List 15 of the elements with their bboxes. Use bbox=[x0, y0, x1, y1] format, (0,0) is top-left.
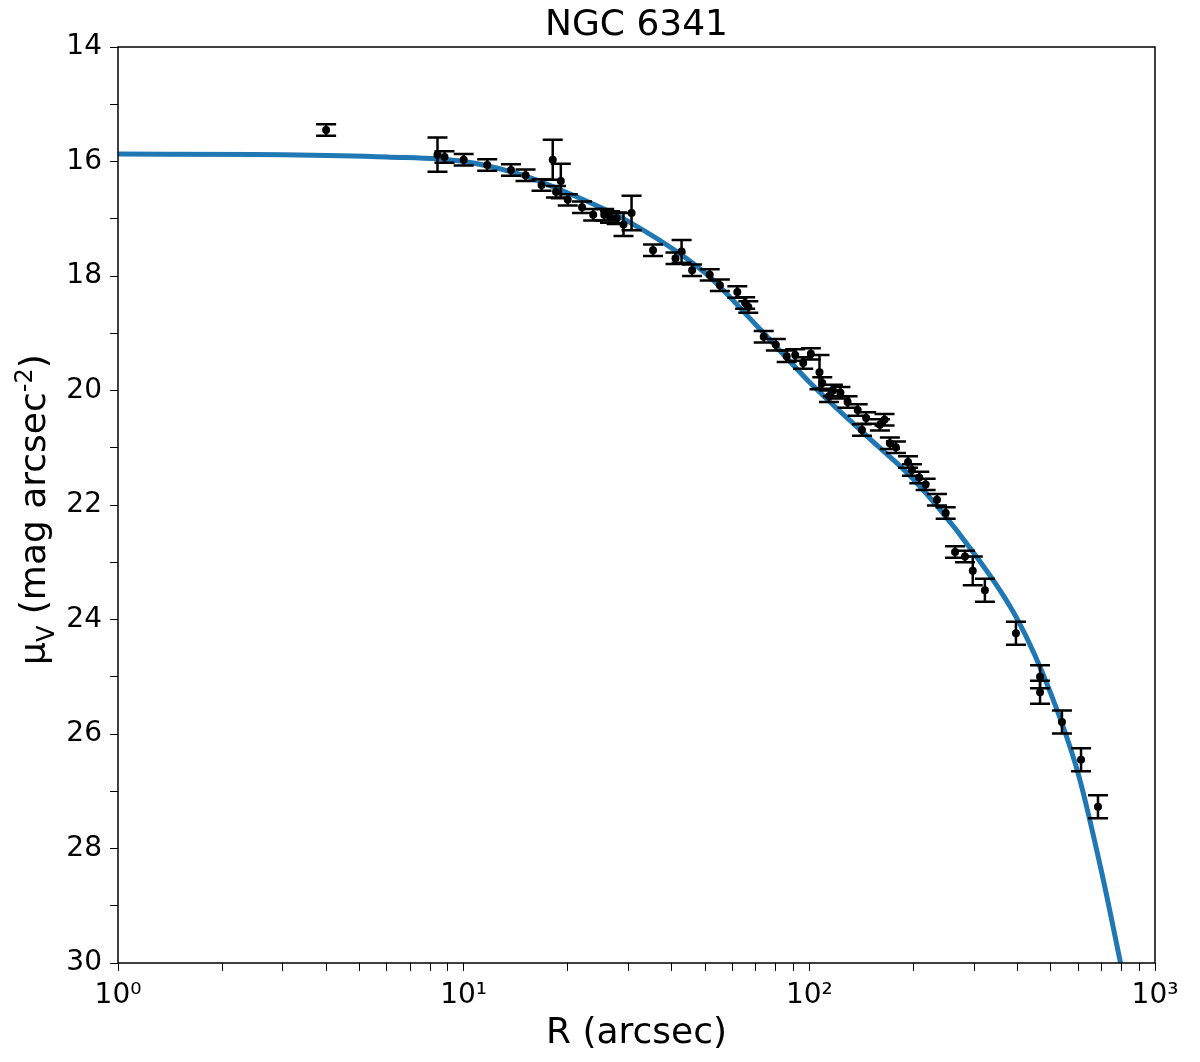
x-tick-label: 10² bbox=[785, 977, 833, 1011]
y-tick-label: 22 bbox=[66, 486, 102, 520]
y-tick-label: 28 bbox=[66, 829, 102, 863]
y-tick-label: 16 bbox=[66, 142, 102, 176]
y-tick-label: 24 bbox=[66, 600, 102, 634]
y-tick-label: 14 bbox=[66, 28, 102, 62]
y-tick-label: 26 bbox=[66, 715, 102, 749]
x-tick-label: 10¹ bbox=[440, 977, 488, 1011]
y-tick-label: 30 bbox=[66, 944, 102, 978]
x-tick-label: 10⁰ bbox=[94, 977, 142, 1011]
x-tick-label: 10³ bbox=[1131, 977, 1179, 1011]
y-tick-label: 20 bbox=[66, 371, 102, 405]
x-axis-title: R (arcsec) bbox=[544, 1010, 729, 1051]
y-tick-label: 18 bbox=[66, 257, 102, 291]
chart-title: NGC 6341 bbox=[544, 1, 729, 45]
